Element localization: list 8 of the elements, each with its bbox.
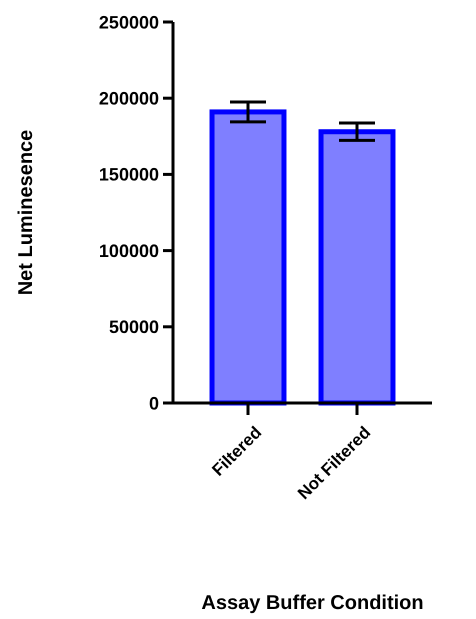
y-tick-label: 0 [148, 393, 159, 414]
y-tick-label: 150000 [98, 164, 159, 185]
y-tick-label: 100000 [98, 240, 159, 261]
y-tick-label: 50000 [108, 317, 159, 338]
y-tick-label: 250000 [98, 12, 159, 32]
y-axis-title: Net Luminesence [15, 130, 37, 296]
y-tick-label: 200000 [98, 88, 159, 108]
x-axis-title: Assay Buffer Condition [201, 592, 424, 614]
